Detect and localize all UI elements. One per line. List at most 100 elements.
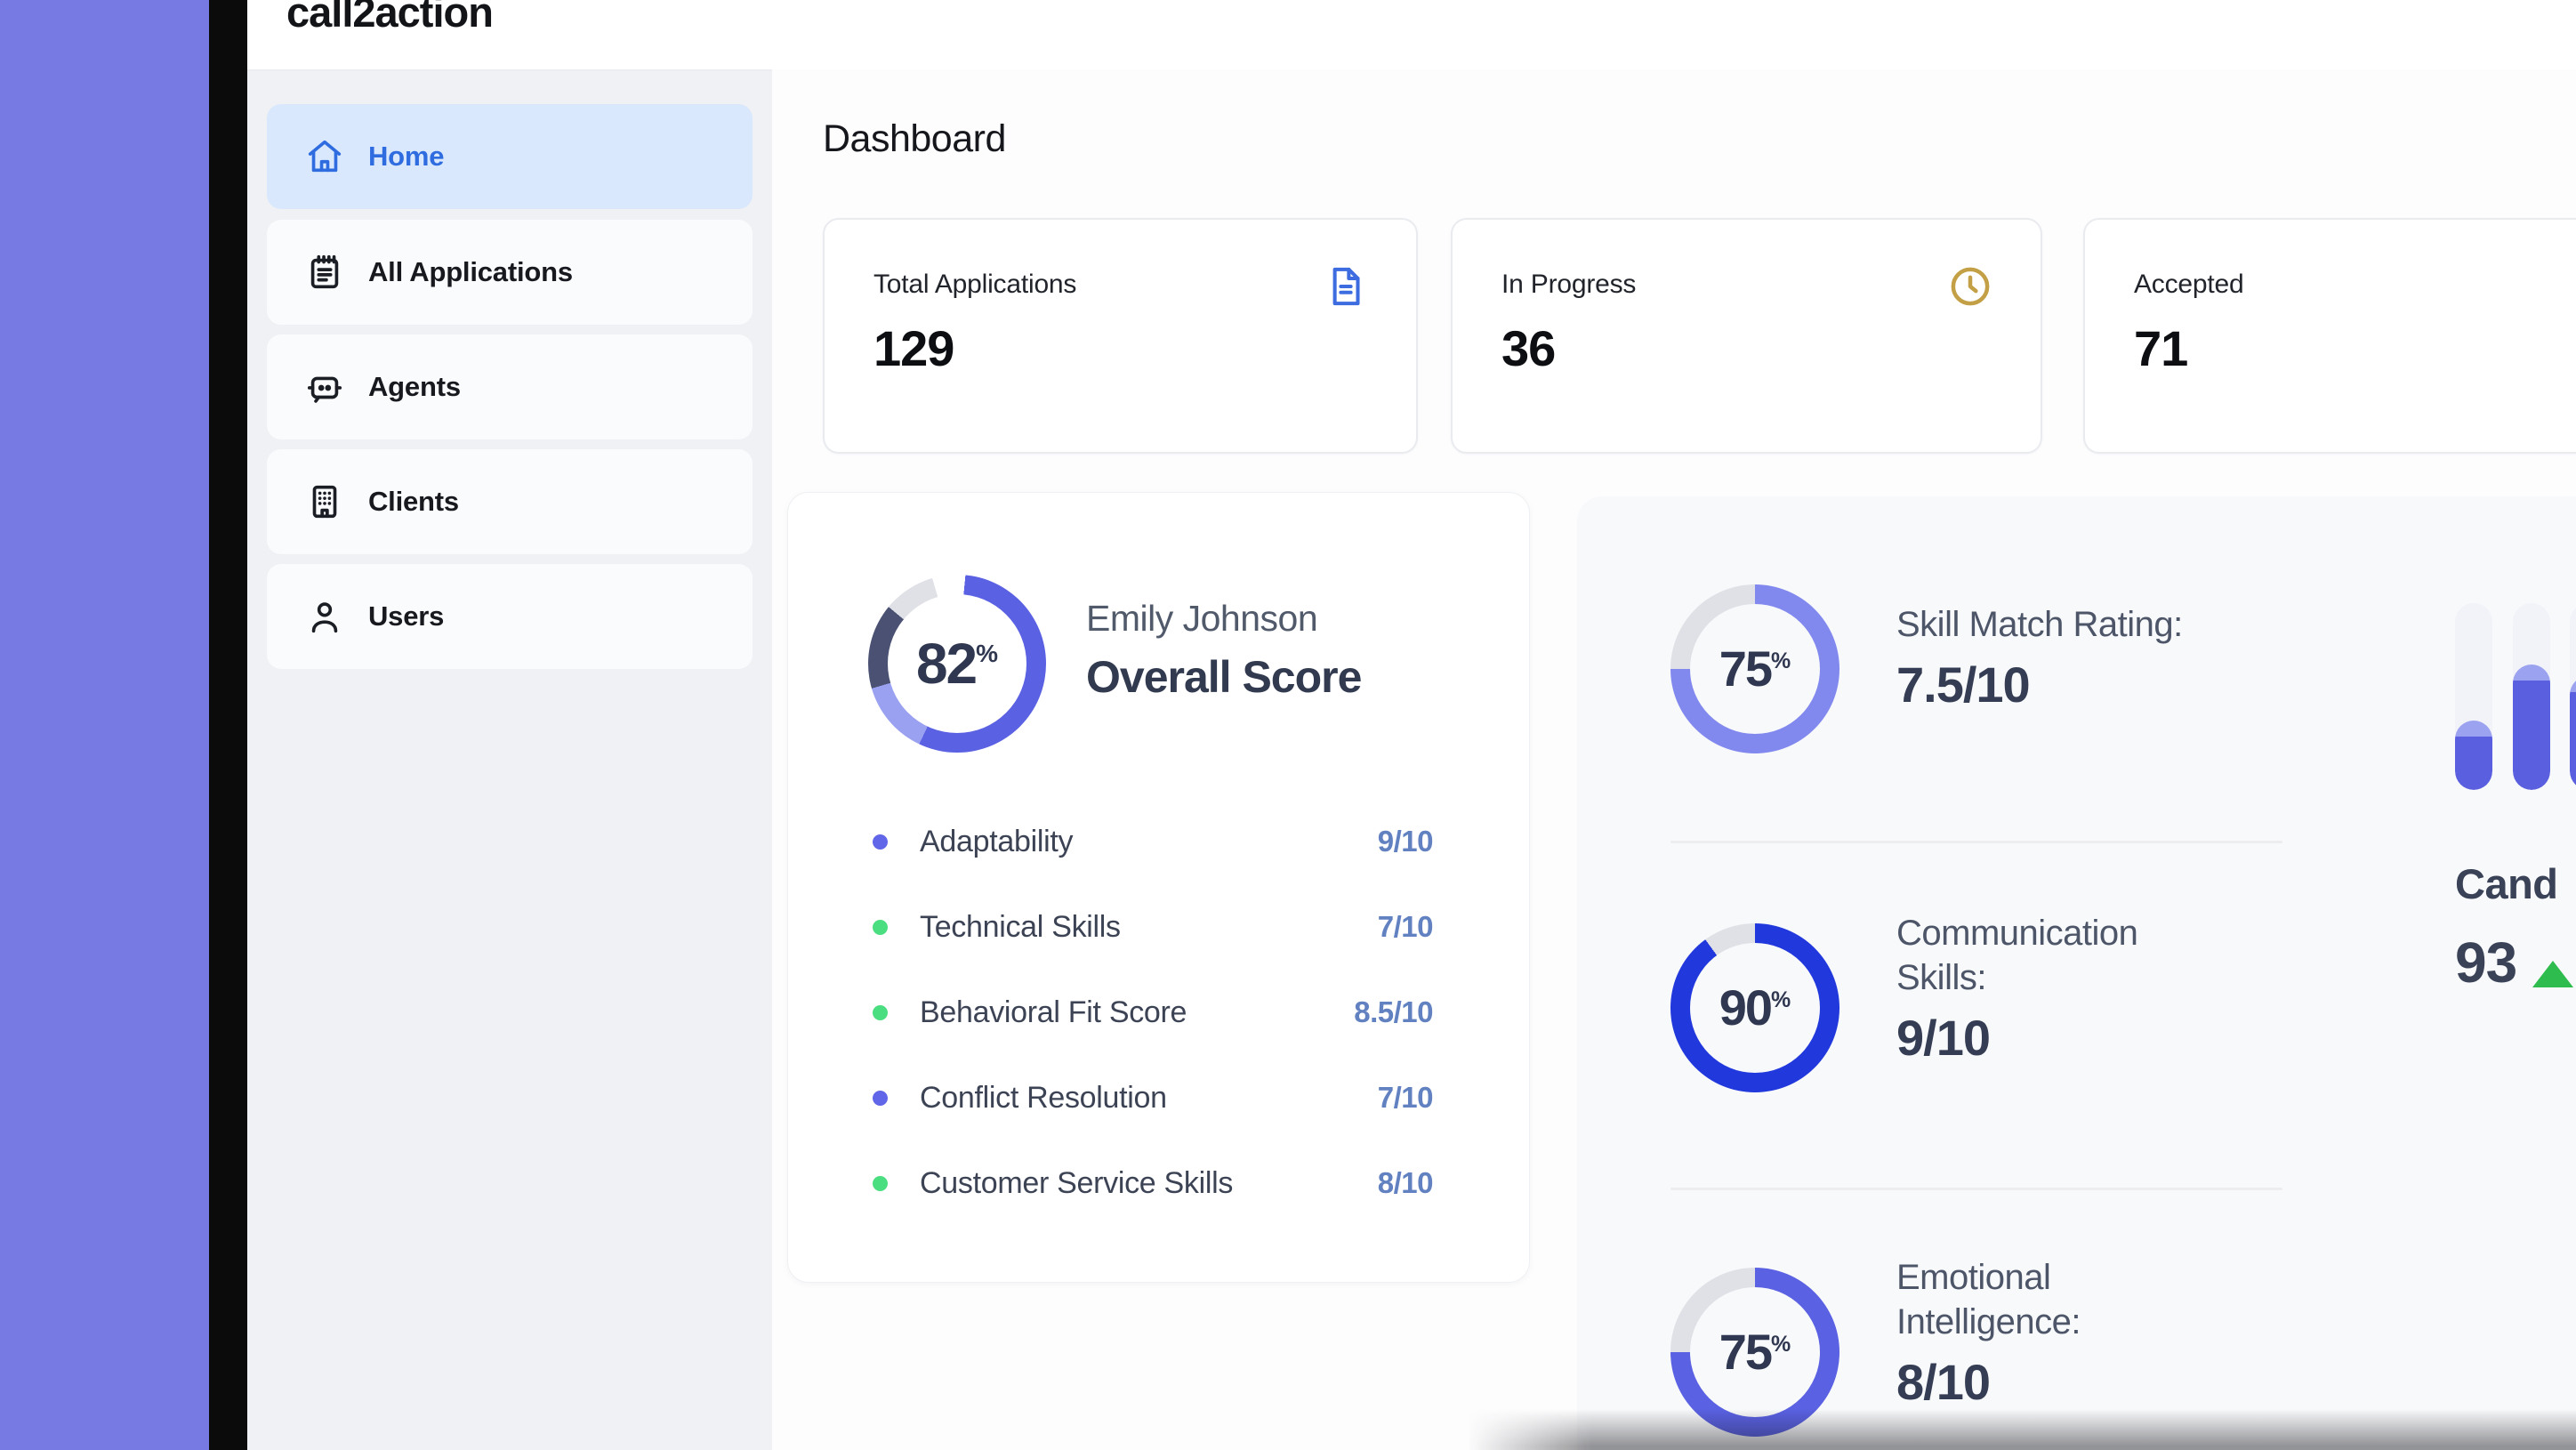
sidebar-item-label: Agents <box>368 371 461 402</box>
communication-ring: 90% <box>1670 923 1839 1092</box>
skill-label: Behavioral Fit Score <box>920 995 1187 1029</box>
stat-card-in-progress[interactable]: In Progress 36 <box>1451 218 2042 454</box>
rating-text: Communication Skills: 9/10 <box>1896 911 2199 1092</box>
page-title: Dashboard <box>823 117 1006 160</box>
percent-sign: % <box>1771 648 1791 673</box>
skill-label: Conflict Resolution <box>920 1080 1167 1115</box>
ring-percent: 90% <box>1719 979 1791 1035</box>
ring-percent: 75% <box>1719 1324 1791 1380</box>
skill-label: Adaptability <box>920 824 1074 858</box>
sidebar-item-users[interactable]: Users <box>267 564 753 669</box>
rating-skill-match: 75% Skill Match Rating: 7.5/10 <box>1670 584 2199 753</box>
rating-emotional-intelligence: 75% Emotional Intelligence: 8/10 <box>1670 1258 2199 1437</box>
rating-text: Skill Match Rating: 7.5/10 <box>1896 602 2199 753</box>
ring-percent: 75% <box>1719 640 1791 697</box>
skill-row: Technical Skills 7/10 <box>873 884 1434 970</box>
skill-row: Adaptability 9/10 <box>873 799 1434 884</box>
rating-text: Emotional Intelligence: 8/10 <box>1896 1255 2199 1437</box>
app-window: call2action Home All Applicatio <box>247 0 2576 1450</box>
sidebar-item-label: Users <box>368 600 445 632</box>
agents-icon <box>304 367 345 407</box>
app-header: call2action <box>247 0 2576 71</box>
emotional-intelligence-ring: 75% <box>1670 1268 1839 1437</box>
window-edge <box>209 0 247 1450</box>
rating-label: Skill Match Rating: <box>1896 605 2183 644</box>
bullet-icon <box>873 1175 888 1191</box>
sidebar-item-label: Home <box>368 141 445 172</box>
section-divider <box>1670 1188 2282 1190</box>
overall-score-percent: 82% <box>915 632 999 696</box>
skill-row: Behavioral Fit Score 8.5/10 <box>873 970 1433 1055</box>
sidebar-item-clients[interactable]: Clients <box>267 449 753 554</box>
stat-label: In Progress <box>1501 270 1637 299</box>
skill-value: 7/10 <box>1377 1081 1434 1114</box>
skill-match-ring: 75% <box>1670 584 1839 753</box>
sidebar-item-label: Clients <box>368 486 459 517</box>
skill-value: 7/10 <box>1377 910 1434 943</box>
stat-card-total-applications[interactable]: Total Applications 129 <box>823 218 1418 454</box>
stat-value: 71 <box>2134 320 2188 376</box>
section-divider <box>1670 841 2282 843</box>
sidebar: Home All Applications <box>247 71 772 1450</box>
mini-bar-track <box>2513 603 2550 790</box>
rating-communication: 90% Communication Skills: 9/10 <box>1670 914 2199 1092</box>
ring-center: 75% <box>1690 1287 1820 1417</box>
sidebar-item-all-applications[interactable]: All Applications <box>267 220 753 325</box>
overall-score-ring: 82% <box>868 575 1046 753</box>
rating-label: Emotional Intelligence: <box>1896 1258 2081 1341</box>
overall-score-title: Overall Score <box>1086 652 1362 702</box>
mini-bar-fill <box>2513 665 2550 790</box>
percent-sign: % <box>976 640 999 667</box>
mini-chart-label: Cand <box>2455 860 2558 907</box>
rating-value: 7.5/10 <box>1896 657 2031 713</box>
sidebar-item-label: All Applications <box>368 256 573 287</box>
background-strip <box>0 0 209 1450</box>
stat-card-accepted[interactable]: Accepted 71 <box>2083 218 2576 454</box>
rating-value: 8/10 <box>1896 1354 1991 1410</box>
skill-value: 8/10 <box>1377 1166 1434 1199</box>
skill-value: 8.5/10 <box>1354 995 1433 1028</box>
mini-bar-fill <box>2455 721 2492 790</box>
stat-label: Total Applications <box>873 270 1077 299</box>
candidate-name: Emily Johnson <box>1086 598 1318 639</box>
bullet-icon <box>873 1090 888 1106</box>
rating-label: Communication Skills: <box>1896 914 2138 997</box>
mini-chart-value: 93 <box>2455 930 2517 995</box>
stat-value: 129 <box>873 320 954 376</box>
bullet-icon <box>873 834 888 850</box>
main-content: Dashboard Total Applications 129 In Prog… <box>772 69 2576 1450</box>
mini-bar-fill <box>2570 675 2576 790</box>
mini-bar-track <box>2570 603 2576 790</box>
sidebar-item-home[interactable]: Home <box>267 104 753 209</box>
skill-label: Technical Skills <box>920 909 1121 944</box>
ring-center: 90% <box>1690 943 1820 1073</box>
percent-sign: % <box>1771 987 1791 1012</box>
skill-label: Customer Service Skills <box>920 1165 1234 1200</box>
applications-icon <box>304 252 345 293</box>
bullet-icon <box>873 919 888 935</box>
overall-score-ring-center: 82% <box>888 594 1026 733</box>
mini-bar-track <box>2455 603 2492 790</box>
home-icon <box>304 136 345 177</box>
ring-center: 75% <box>1690 604 1820 734</box>
skill-row: Conflict Resolution 7/10 <box>873 1055 1434 1140</box>
rating-value: 9/10 <box>1896 1010 1991 1066</box>
stat-label: Accepted <box>2134 270 2244 299</box>
clock-icon <box>1946 262 1994 310</box>
stat-value: 36 <box>1501 320 1556 376</box>
bullet-icon <box>873 1004 888 1020</box>
skill-value: 9/10 <box>1377 825 1434 858</box>
brand-logo: call2action <box>286 0 494 36</box>
percent-sign: % <box>1771 1332 1791 1357</box>
bottom-overlay-shade <box>1468 1409 2576 1450</box>
candidate-overview-card: 82% Emily Johnson Overall Score Adaptabi… <box>787 492 1530 1283</box>
clients-icon <box>304 481 345 522</box>
ratings-panel: 75% Skill Match Rating: 7.5/10 90% <box>1577 496 2576 1450</box>
document-icon <box>1322 262 1370 310</box>
trend-up-icon <box>2532 961 2574 987</box>
mini-chart-stat: 93 <box>2455 930 2574 995</box>
sidebar-item-agents[interactable]: Agents <box>267 334 753 439</box>
users-icon <box>304 596 345 637</box>
skill-row: Customer Service Skills 8/10 <box>873 1140 1434 1226</box>
